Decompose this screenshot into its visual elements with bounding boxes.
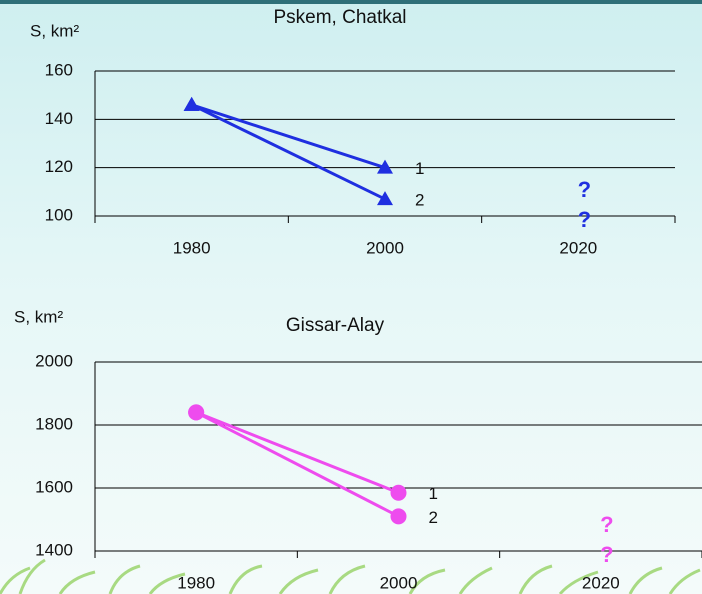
x-tick-label: 1980 <box>173 238 211 257</box>
y-axis-label: S, km² <box>30 21 79 40</box>
background <box>0 0 702 594</box>
top-bar <box>0 0 702 4</box>
y-tick-label: 140 <box>45 109 73 128</box>
x-tick-label: 2000 <box>366 238 404 257</box>
slide: Pskem, Chatkal S, km² 100 120 140 160 1980 2000… <box>0 0 702 594</box>
chart-title: Pskem, Chatkal <box>273 7 406 28</box>
annotation: ? <box>578 177 591 202</box>
y-tick-label: 100 <box>45 205 73 224</box>
y-tick-label: 160 <box>45 60 73 79</box>
chart-title: Gissar-Alay <box>286 315 385 336</box>
y-axis-label: S, km² <box>14 307 63 326</box>
marker <box>391 508 407 524</box>
x-tick-label: 2000 <box>380 573 418 592</box>
y-tick-label: 120 <box>45 157 73 176</box>
x-tick-label: 2020 <box>559 238 597 257</box>
annotation: ? <box>578 207 591 232</box>
series-label: 1 <box>429 484 438 503</box>
marker <box>188 404 204 420</box>
marker <box>391 485 407 501</box>
series-label: 2 <box>415 191 424 210</box>
annotation: ? <box>600 542 613 567</box>
y-tick-label: 1800 <box>35 414 73 433</box>
x-tick-label: 1980 <box>177 573 215 592</box>
y-tick-label: 1400 <box>35 540 73 559</box>
series-label: 1 <box>415 159 424 178</box>
series-label: 2 <box>429 508 438 527</box>
y-tick-label: 2000 <box>35 351 73 370</box>
x-tick-label: 2020 <box>582 573 620 592</box>
annotation: ? <box>600 512 613 537</box>
y-tick-label: 1600 <box>35 477 73 496</box>
